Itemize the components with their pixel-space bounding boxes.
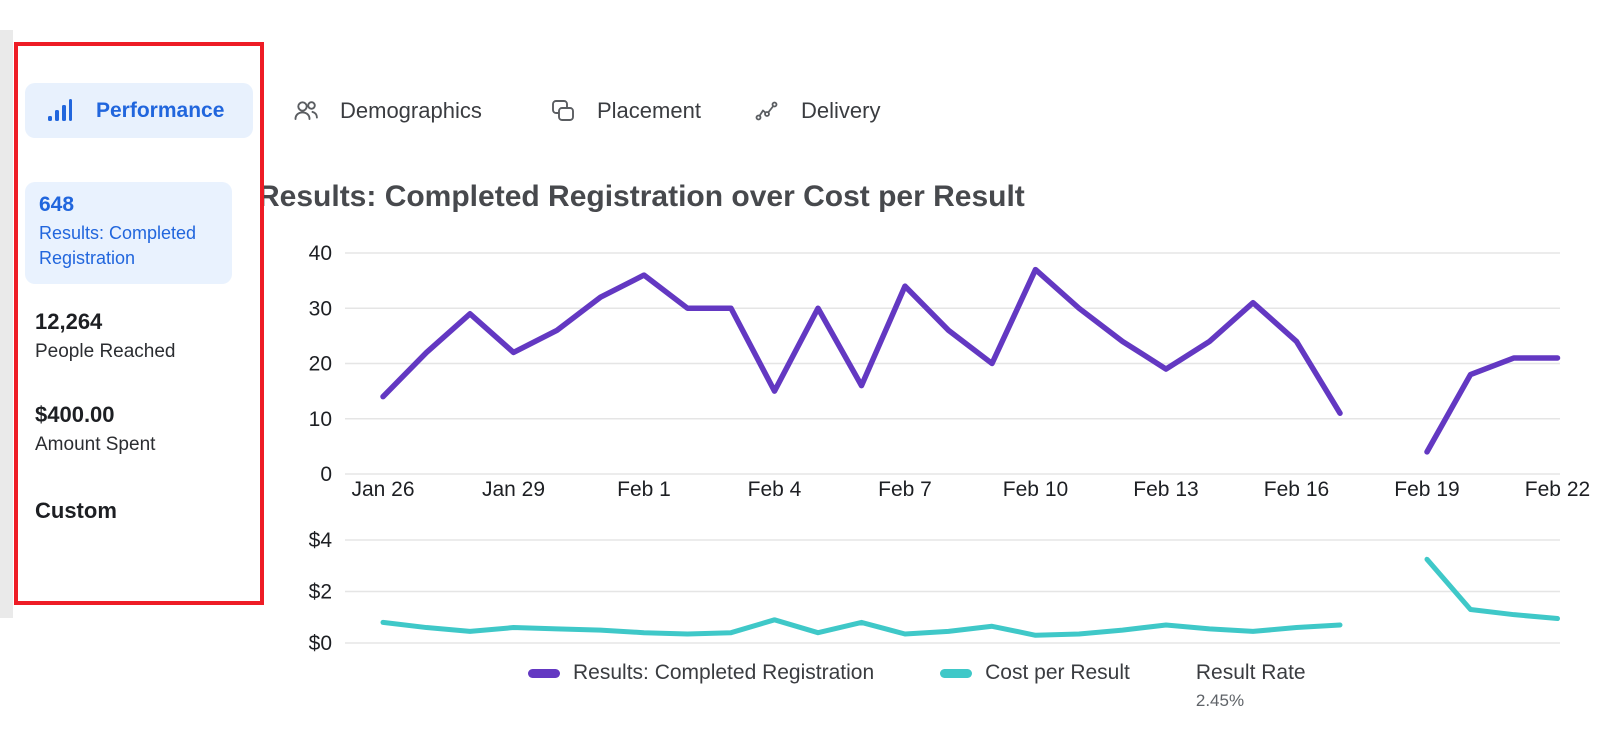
results-chart-ytick: 40 [309,242,332,265]
metric-results-label: Results: Completed Registration [39,223,197,268]
xtick-label: Feb 4 [748,478,802,501]
result-rate-value: 2.45% [1195,691,1245,710]
metric-results[interactable]: 648 Results: Completed Registration [25,182,232,284]
results-chart-ytick: 0 [320,463,332,486]
result-rate-label: Result Rate [1195,661,1306,684]
xtick-label: Feb 13 [1133,478,1198,501]
cost-chart-line [1424,556,1560,622]
tab-performance[interactable]: Performance [25,83,253,138]
purple-dash-icon [528,669,560,678]
bar-chart-icon [48,99,72,121]
page-edge-strip [0,30,13,618]
results-chart-line [1424,355,1561,455]
tab-demographics-label: Demographics [340,98,482,123]
trend-line-icon [755,101,778,121]
cost-chart-ytick: $4 [309,529,333,552]
chart-title: Results: Completed Registration over Cos… [258,180,1025,213]
results-chart-line [380,266,1343,416]
teal-dash-icon [940,669,973,678]
placement-icon [552,100,574,121]
tab-delivery[interactable]: Delivery [753,95,880,127]
xtick-label: Jan 29 [482,478,545,501]
xtick-label: Feb 19 [1394,478,1459,501]
metric-people-reached[interactable]: 12,264 People Reached [35,309,250,363]
tab-performance-label: Performance [96,98,225,122]
results-chart-ytick: 10 [309,408,332,431]
xtick-label: Feb 7 [878,478,932,501]
cost-chart-ytick: $2 [309,581,332,604]
metric-spent-label: Amount Spent [35,434,156,455]
legend-results[interactable]: Results: Completed Registration [528,661,874,685]
metric-results-value: 648 [39,193,75,216]
cost-chart-ytick: $0 [309,632,332,655]
metric-reach-label: People Reached [35,341,176,362]
xtick-label: Feb 1 [617,478,671,501]
chart-legend: Results: Completed Registration Cost per… [528,661,1306,711]
legend-result-rate: Result Rate 2.45% [1196,661,1306,711]
tab-demographics[interactable]: Demographics [292,95,482,127]
metric-custom-label: Custom [35,498,117,523]
legend-cost[interactable]: Cost per Result [940,661,1130,685]
tab-placement[interactable]: Placement [549,95,701,127]
metric-custom[interactable]: Custom [35,498,250,530]
xtick-label: Feb 10 [1003,478,1068,501]
xtick-label: Feb 16 [1264,478,1329,501]
people-icon [294,101,318,120]
legend-cost-label: Cost per Result [985,661,1130,684]
xtick-label: Jan 26 [351,478,414,501]
metric-spent-value: $400.00 [35,402,115,427]
results-chart-ytick: 30 [309,297,332,320]
metric-reach-value: 12,264 [35,309,103,334]
metric-amount-spent[interactable]: $400.00 Amount Spent [35,402,250,456]
xtick-label: Feb 22 [1525,478,1590,501]
tab-delivery-label: Delivery [801,98,881,123]
results-chart-ytick: 20 [309,353,332,376]
cost-chart-line [380,617,1343,638]
tab-placement-label: Placement [597,98,701,123]
legend-results-label: Results: Completed Registration [573,661,875,684]
